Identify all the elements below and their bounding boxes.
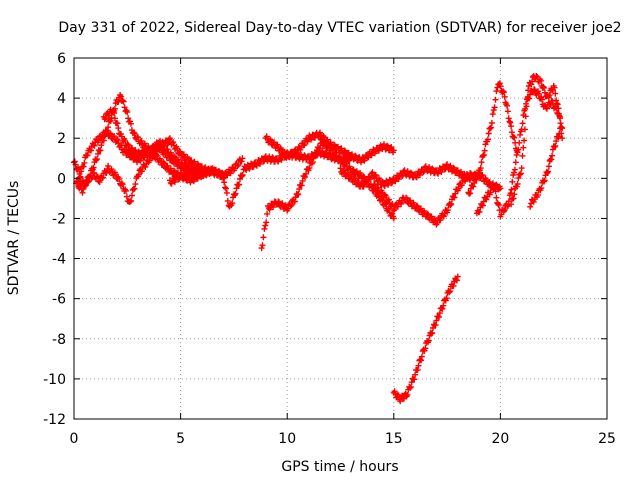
series-markers xyxy=(390,273,461,405)
x-tick-label: 5 xyxy=(176,431,185,447)
series-markers xyxy=(262,129,397,166)
y-tick-label: 6 xyxy=(57,51,66,67)
series-arc-11 xyxy=(465,80,521,197)
plot-frame xyxy=(73,57,608,420)
series-markers xyxy=(369,170,483,228)
series-arc-14 xyxy=(527,125,566,210)
y-tick-label: -12 xyxy=(43,412,66,428)
y-axis-label: SDTVAR / TECUs xyxy=(6,181,22,296)
x-axis-label: GPS time / hours xyxy=(281,459,398,475)
x-tick-label: 10 xyxy=(278,431,296,447)
y-tick-label: -10 xyxy=(43,372,66,388)
series-arc-9 xyxy=(369,170,483,228)
y-tick-label: -2 xyxy=(52,211,66,227)
chart-title: Day 331 of 2022, Sidereal Day-to-day VTE… xyxy=(58,20,621,36)
axis-ticks: 0 5 10 15 20 25 -12 -10 -8 -6 -4 -2 0 2 4 6 xyxy=(43,51,616,447)
x-tick-label: 15 xyxy=(385,431,403,447)
x-tick-label: 0 xyxy=(70,431,79,447)
x-tick-label: 25 xyxy=(598,431,616,447)
x-tick-label: 20 xyxy=(491,431,509,447)
y-tick-label: 4 xyxy=(57,91,66,107)
grid-lines xyxy=(73,57,608,420)
y-tick-label: -6 xyxy=(52,292,66,308)
y-tick-label: -8 xyxy=(52,332,66,348)
series-markers xyxy=(508,73,564,208)
series-arc-12 xyxy=(473,86,566,220)
data-points xyxy=(71,73,566,405)
series-arc-10 xyxy=(390,273,461,405)
y-tick-label: 2 xyxy=(57,131,66,147)
y-tick-label: -4 xyxy=(52,252,66,268)
series-markers xyxy=(473,86,566,220)
y-tick-label: 0 xyxy=(57,171,66,187)
series-markers xyxy=(527,125,566,210)
series-markers xyxy=(465,80,521,197)
series-arc-7 xyxy=(262,129,397,166)
series-arc-13 xyxy=(508,73,564,208)
